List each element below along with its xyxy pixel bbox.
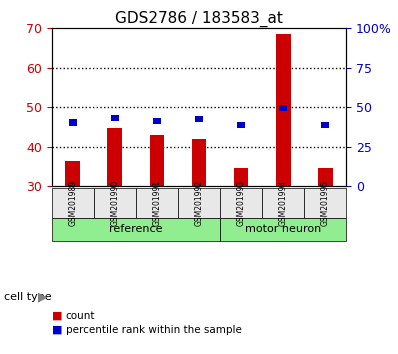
FancyBboxPatch shape [136, 188, 178, 218]
Text: reference: reference [109, 224, 163, 234]
Bar [276, 34, 291, 187]
Text: GSM201993: GSM201993 [236, 180, 246, 226]
FancyBboxPatch shape [304, 188, 346, 218]
Bar [111, 115, 119, 121]
Text: percentile rank within the sample: percentile rank within the sample [66, 325, 242, 335]
FancyBboxPatch shape [220, 218, 346, 241]
Text: motor neuron: motor neuron [245, 224, 321, 234]
Text: count: count [66, 310, 95, 321]
Text: ■: ■ [52, 310, 62, 321]
Text: ■: ■ [52, 325, 62, 335]
Bar [107, 128, 122, 187]
Text: GSM201991: GSM201991 [152, 180, 162, 226]
Text: cell type: cell type [4, 292, 52, 302]
Text: GSM201992: GSM201992 [195, 180, 203, 226]
Bar [237, 122, 245, 128]
Text: ▶: ▶ [38, 291, 47, 304]
Bar [65, 161, 80, 187]
FancyBboxPatch shape [220, 188, 262, 218]
Bar [150, 135, 164, 187]
FancyBboxPatch shape [94, 188, 136, 218]
Bar [69, 119, 76, 126]
FancyBboxPatch shape [262, 188, 304, 218]
Bar [153, 118, 161, 124]
Bar [195, 116, 203, 122]
Bar [318, 167, 333, 187]
Text: GSM201989: GSM201989 [68, 180, 77, 226]
FancyBboxPatch shape [52, 188, 94, 218]
Bar [322, 122, 329, 128]
FancyBboxPatch shape [178, 188, 220, 218]
Bar [192, 139, 206, 187]
Text: GSM201994: GSM201994 [279, 180, 288, 226]
Bar [279, 105, 287, 112]
Text: GSM201990: GSM201990 [110, 180, 119, 226]
FancyBboxPatch shape [52, 218, 220, 241]
Text: GDS2786 / 183583_at: GDS2786 / 183583_at [115, 11, 283, 27]
Bar [234, 167, 248, 187]
Text: GSM201995: GSM201995 [321, 180, 330, 226]
